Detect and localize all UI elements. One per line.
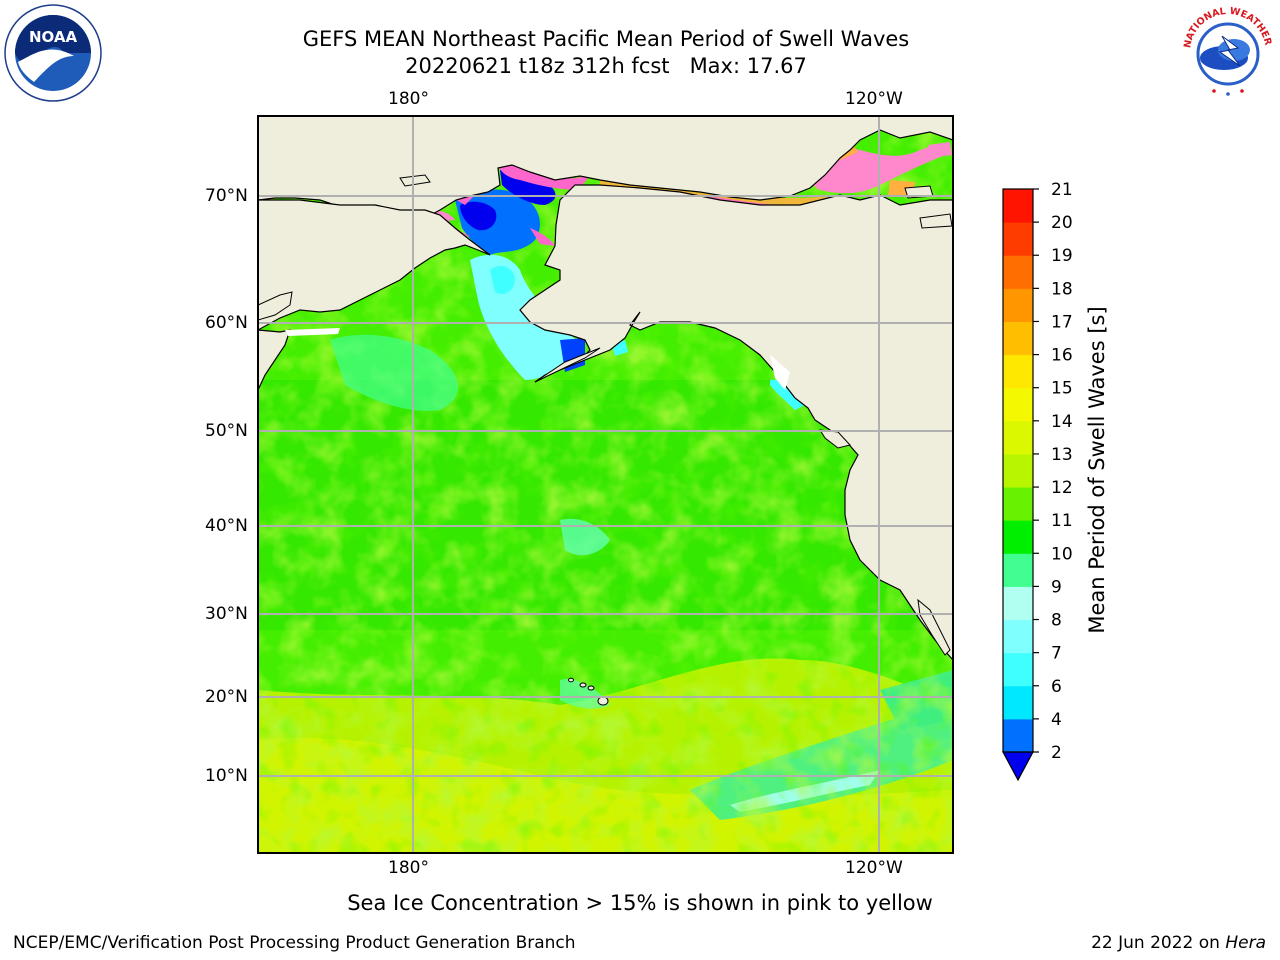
colorbar: 2 4 6 7 8 9 10 11 12 13 14 15 16 17 18 19 20 21 — [1001, 180, 1073, 782]
colorbar-tick-label: 20 — [1051, 213, 1073, 233]
map-title: GEFS MEAN Northeast Pacific Mean Period … — [302, 27, 910, 51]
lon-label-bottom-180: 180° — [388, 858, 429, 878]
colorbar-tick-label: 15 — [1051, 379, 1073, 399]
colorbar-tick-label: 16 — [1051, 346, 1073, 366]
colorbar-swatch — [1003, 354, 1033, 389]
lat-label-10n: 10°N — [205, 766, 248, 786]
colorbar-swatch — [1003, 189, 1033, 223]
lon-label-top-120w: 120°W — [845, 89, 903, 109]
colorbar-tick-label: 17 — [1051, 312, 1073, 332]
colorbar-swatch — [1003, 553, 1033, 587]
map-panel — [258, 116, 953, 853]
noaa-logo: NOAA — [4, 4, 102, 102]
colorbar-swatch — [1003, 586, 1033, 621]
colorbar-label: Mean Period of Swell Waves [s] — [1085, 306, 1109, 634]
colorbar-swatch — [1003, 652, 1033, 687]
colorbar-tick-label: 21 — [1051, 180, 1073, 200]
colorbar-swatch — [1003, 453, 1033, 488]
footer-host: Hera — [1225, 933, 1266, 953]
colorbar-tick-label: 14 — [1051, 412, 1073, 432]
lat-label-20n: 20°N — [205, 687, 248, 707]
colorbar-swatch — [1003, 387, 1033, 422]
lat-label-50n: 50°N — [205, 421, 248, 441]
colorbar-swatch — [1003, 619, 1033, 654]
footer-date: 22 Jun 2022 on Hera — [1091, 933, 1266, 953]
lat-label-30n: 30°N — [205, 604, 248, 624]
colorbar-tick-label: 4 — [1051, 710, 1062, 730]
lat-label-70n: 70°N — [205, 186, 248, 206]
colorbar-tick-label: 9 — [1051, 577, 1062, 597]
sea-ice-note: Sea Ice Concentration > 15% is shown in … — [347, 891, 933, 915]
colorbar-tick-label: 6 — [1051, 677, 1062, 697]
colorbar-tick-label: 12 — [1051, 478, 1073, 498]
lat-label-40n: 40°N — [205, 516, 248, 536]
colorbar-swatch — [1003, 321, 1033, 356]
colorbar-swatch — [1003, 255, 1033, 289]
colorbar-tick-label: 10 — [1051, 544, 1073, 564]
colorbar-swatch — [1003, 288, 1033, 322]
colorbar-swatch — [1003, 718, 1033, 753]
colorbar-tick-label: 13 — [1051, 445, 1073, 465]
colorbar-under-arrow — [1001, 751, 1035, 782]
colorbar-swatch — [1003, 222, 1033, 256]
footer-credit: NCEP/EMC/Verification Post Processing Pr… — [13, 933, 576, 953]
colorbar-frame — [1002, 188, 1034, 753]
colorbar-tick-label: 2 — [1051, 743, 1062, 763]
colorbar-tick-label: 11 — [1051, 511, 1073, 531]
nws-logo: NATIONAL WEATHER SERVICE — [1178, 2, 1276, 100]
graticule — [258, 116, 953, 853]
colorbar-swatch — [1003, 685, 1033, 720]
colorbar-swatch — [1003, 487, 1033, 521]
lon-label-bottom-120w: 120°W — [845, 858, 903, 878]
lon-label-top-180: 180° — [388, 89, 429, 109]
footer-date-text: 22 Jun 2022 on — [1091, 933, 1226, 953]
lat-label-60n: 60°N — [205, 313, 248, 333]
colorbar-tick-label: 8 — [1051, 611, 1062, 631]
map-subtitle: 20220621 t18z 312h fcst Max: 17.67 — [405, 54, 807, 78]
colorbar-tick-label: 7 — [1051, 644, 1062, 664]
colorbar-swatch — [1003, 520, 1033, 554]
noaa-logo-text: NOAA — [29, 28, 78, 46]
colorbar-swatch — [1003, 420, 1033, 455]
colorbar-tick-label: 19 — [1051, 246, 1073, 266]
hawaii-islands — [568, 677, 609, 706]
map-frame — [257, 115, 954, 854]
colorbar-tick-label: 18 — [1051, 279, 1073, 299]
